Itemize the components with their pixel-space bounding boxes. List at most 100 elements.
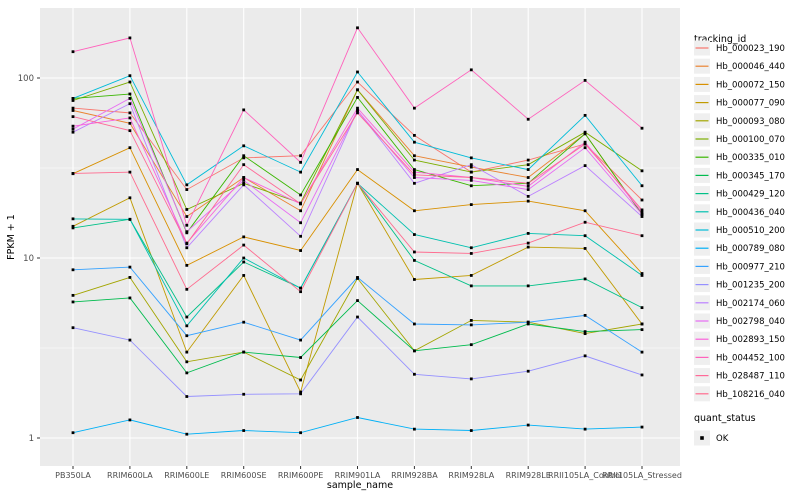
point-marker xyxy=(583,140,587,144)
point-marker xyxy=(469,319,473,322)
point-marker xyxy=(128,97,132,100)
point-marker xyxy=(299,290,302,294)
point-marker xyxy=(128,170,132,174)
point-marker xyxy=(128,121,132,125)
legend-label-Hb_000072_150: Hb_000072_150 xyxy=(716,80,785,90)
x-tick-label: RRIM901LA xyxy=(335,471,381,480)
point-marker xyxy=(469,165,473,169)
y-axis-title: FPKM + 1 xyxy=(6,214,17,260)
point-marker xyxy=(185,315,189,319)
point-marker xyxy=(356,315,359,319)
point-marker xyxy=(526,158,530,162)
legend-label-Hb_000046_440: Hb_000046_440 xyxy=(716,62,785,72)
x-tick-label: RRIM600SE xyxy=(221,471,267,480)
point-marker xyxy=(128,217,132,221)
x-tick-label: RRIM928LE xyxy=(506,471,551,480)
point-marker xyxy=(413,427,416,431)
point-marker xyxy=(242,235,246,239)
point-marker xyxy=(71,115,75,119)
point-marker xyxy=(185,223,189,227)
point-marker xyxy=(526,245,530,249)
point-marker xyxy=(469,252,473,255)
point-marker xyxy=(185,242,189,246)
quant-status-marker-square xyxy=(700,436,704,440)
point-marker xyxy=(640,274,644,277)
point-marker xyxy=(185,371,189,375)
point-marker xyxy=(583,142,587,146)
point-marker xyxy=(185,360,189,364)
legend-label-Hb_000345_170: Hb_000345_170 xyxy=(716,171,785,181)
point-marker xyxy=(185,208,189,211)
point-marker xyxy=(299,170,302,174)
point-marker xyxy=(356,96,359,99)
point-marker xyxy=(128,196,132,200)
point-marker xyxy=(185,395,189,398)
point-marker xyxy=(71,431,75,435)
point-marker xyxy=(356,181,359,185)
legend-label-Hb_000429_120: Hb_000429_120 xyxy=(716,190,785,200)
point-marker xyxy=(583,113,587,117)
legend-label-Hb_000100_070: Hb_000100_070 xyxy=(716,135,785,145)
point-marker xyxy=(299,378,302,382)
point-marker xyxy=(242,392,246,396)
point-marker xyxy=(299,431,302,435)
point-marker xyxy=(413,181,416,185)
point-marker xyxy=(640,322,644,326)
point-marker xyxy=(185,263,189,267)
point-marker xyxy=(640,212,644,216)
point-marker xyxy=(242,108,246,112)
point-marker xyxy=(469,184,473,188)
x-tick-label: RRII105LA_Stressed xyxy=(602,471,682,480)
point-marker xyxy=(526,176,530,179)
point-marker xyxy=(71,127,75,131)
point-marker xyxy=(242,260,246,264)
point-marker xyxy=(526,423,530,427)
point-marker xyxy=(128,92,132,96)
point-marker xyxy=(583,427,587,431)
point-marker xyxy=(526,241,530,245)
point-marker xyxy=(356,416,359,419)
point-marker xyxy=(185,246,189,250)
point-marker xyxy=(583,78,587,82)
point-marker xyxy=(299,286,302,290)
legend-label-Hb_000789_080: Hb_000789_080 xyxy=(716,244,785,254)
point-marker xyxy=(413,372,416,376)
point-marker xyxy=(242,163,246,167)
point-marker xyxy=(413,349,416,353)
legend-label-Hb_000977_210: Hb_000977_210 xyxy=(716,262,785,272)
point-marker xyxy=(583,146,587,150)
point-marker xyxy=(640,126,644,130)
point-marker xyxy=(413,168,416,171)
point-marker xyxy=(469,343,473,347)
point-marker xyxy=(128,116,132,120)
point-marker xyxy=(583,130,587,134)
point-marker xyxy=(526,188,530,191)
point-marker xyxy=(71,226,75,230)
point-marker xyxy=(583,354,587,358)
point-marker xyxy=(583,234,587,238)
point-marker xyxy=(71,326,75,330)
point-marker xyxy=(526,168,530,171)
point-marker xyxy=(469,156,473,160)
point-marker xyxy=(413,322,416,326)
point-marker xyxy=(469,170,473,174)
point-marker xyxy=(356,106,359,110)
legend-label-Hb_000077_090: Hb_000077_090 xyxy=(716,99,785,109)
point-marker xyxy=(299,160,302,164)
point-marker xyxy=(640,184,644,188)
point-marker xyxy=(526,194,530,198)
quant-status-label: OK xyxy=(716,434,729,444)
point-marker xyxy=(242,320,246,324)
point-marker xyxy=(185,183,189,187)
point-marker xyxy=(469,429,473,432)
legend-label-Hb_004452_100: Hb_004452_100 xyxy=(716,353,785,363)
point-marker xyxy=(185,324,189,328)
point-marker xyxy=(71,109,75,112)
point-marker xyxy=(413,140,416,144)
point-marker xyxy=(71,124,75,128)
point-marker xyxy=(469,377,473,381)
point-marker xyxy=(583,209,587,213)
point-marker xyxy=(185,188,189,191)
x-tick-label: RRIM600LA xyxy=(107,471,153,480)
